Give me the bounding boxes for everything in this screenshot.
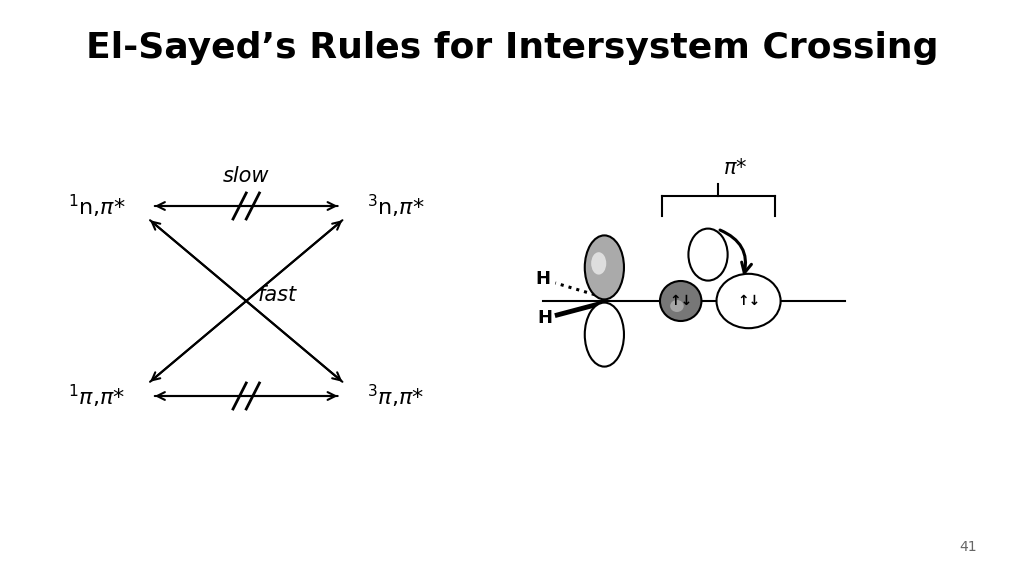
- Ellipse shape: [688, 229, 728, 281]
- Text: $^3\pi$,$\pi$*: $^3\pi$,$\pi$*: [367, 382, 424, 410]
- Text: ↑↓: ↑↓: [737, 294, 760, 308]
- Text: slow: slow: [223, 166, 269, 186]
- Ellipse shape: [717, 274, 780, 328]
- Text: ↑↓: ↑↓: [669, 294, 692, 308]
- Text: $^3$n,$\pi$*: $^3$n,$\pi$*: [367, 192, 425, 219]
- Text: El-Sayed’s Rules for Intersystem Crossing: El-Sayed’s Rules for Intersystem Crossin…: [86, 31, 938, 65]
- Ellipse shape: [585, 236, 624, 300]
- Text: fast: fast: [257, 285, 297, 305]
- Text: $\pi$*: $\pi$*: [723, 158, 748, 178]
- Ellipse shape: [585, 302, 624, 366]
- Text: H: H: [538, 309, 553, 327]
- Text: H: H: [536, 270, 551, 288]
- Ellipse shape: [591, 252, 606, 275]
- Text: $^1$n,$\pi$*: $^1$n,$\pi$*: [68, 192, 126, 219]
- Ellipse shape: [660, 281, 701, 321]
- Ellipse shape: [670, 300, 684, 312]
- Text: $^1\pi$,$\pi$*: $^1\pi$,$\pi$*: [69, 382, 126, 410]
- Text: 41: 41: [959, 540, 977, 554]
